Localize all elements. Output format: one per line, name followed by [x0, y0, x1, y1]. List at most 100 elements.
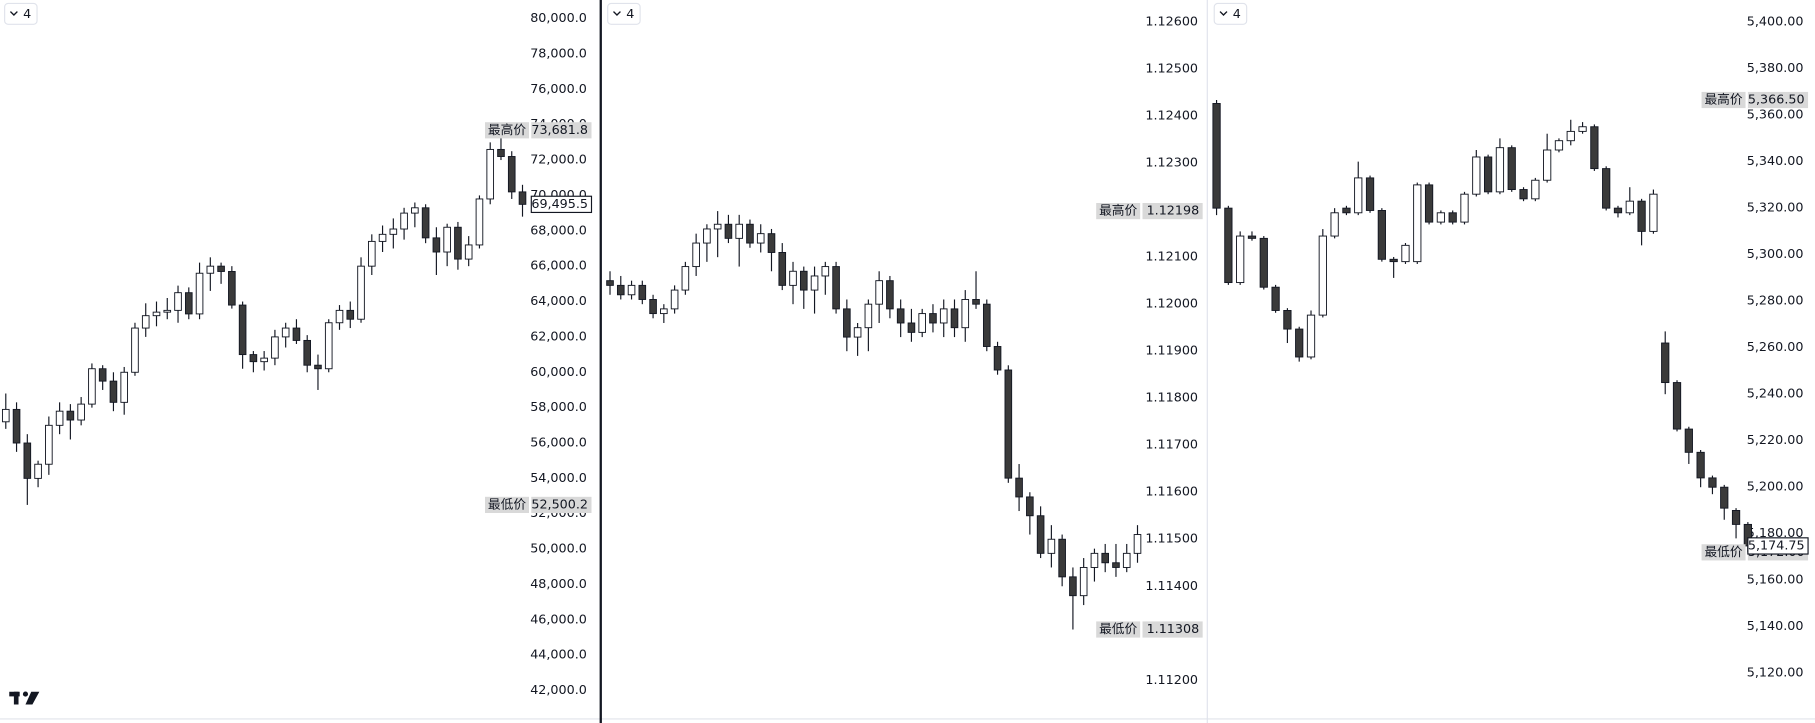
y-tick-label: 62,000.0: [530, 328, 587, 343]
y-tick-label: 50,000.0: [530, 541, 587, 556]
candle-body: [778, 252, 787, 286]
candle-body: [411, 207, 419, 214]
candle-body: [292, 327, 301, 341]
candle-body: [767, 233, 776, 253]
candle-body: [443, 226, 451, 253]
candle-body: [703, 228, 711, 244]
y-tick-label: 5,380.00: [1747, 60, 1804, 75]
low-marker-label: 最低价: [1704, 544, 1742, 559]
candle-body: [681, 266, 690, 291]
candle-body: [1271, 286, 1280, 311]
candle-body: [152, 311, 161, 317]
candle-body: [77, 403, 85, 421]
y-tick-label: 44,000.0: [530, 647, 587, 662]
y-tick-label: 5,280.00: [1747, 293, 1804, 308]
candle-body: [1424, 184, 1434, 223]
candle-body: [475, 198, 484, 246]
candle-body: [886, 280, 894, 310]
y-tick-label: 5,240.00: [1747, 386, 1804, 401]
interval-button[interactable]: 4: [607, 2, 641, 25]
low-marker-label-bg: [1701, 544, 1746, 561]
low-marker-label-bg: [485, 496, 529, 514]
candle-body: [1236, 235, 1245, 284]
candle-body: [141, 315, 150, 329]
candle-body: [1483, 156, 1493, 193]
candle-body: [1543, 149, 1552, 181]
candle-body: [1625, 200, 1634, 214]
candle-body: [206, 265, 215, 274]
interval-button[interactable]: 4: [1213, 2, 1248, 25]
candle-body: [1015, 477, 1023, 498]
candle-body: [1460, 193, 1469, 223]
y-tick-label: 78,000.0: [530, 45, 587, 60]
candle-body: [875, 280, 883, 305]
y-tick-label: 56,000.0: [530, 435, 587, 450]
candle-body: [735, 223, 743, 239]
low-marker-label: 最低价: [1099, 621, 1137, 636]
candle-body: [1578, 126, 1587, 132]
candle-body: [23, 442, 32, 479]
candle-body: [1354, 177, 1363, 214]
candle-body: [789, 270, 797, 286]
candle-body: [249, 354, 258, 363]
y-tick-label: 1.11900: [1145, 343, 1198, 358]
candle-body: [1079, 566, 1088, 597]
low-marker-label: 最低价: [488, 496, 526, 511]
high-marker-value: 73,681.8: [531, 122, 588, 137]
candle-body: [1731, 510, 1741, 525]
low-marker-value: 1.11308: [1147, 621, 1200, 636]
candle-body: [799, 270, 808, 291]
candle-body: [518, 191, 527, 205]
candle-body: [1318, 235, 1327, 316]
candle-body: [1212, 103, 1221, 209]
candle-body: [228, 271, 236, 306]
candle-body: [378, 233, 387, 242]
y-tick-label: 46,000.0: [530, 611, 587, 626]
candle-body: [324, 322, 333, 370]
candle-body: [638, 284, 647, 300]
candle-body: [464, 244, 473, 260]
candle-body: [131, 327, 139, 373]
candle-body: [939, 308, 948, 324]
candle-body: [692, 242, 700, 268]
candle-body: [1036, 515, 1045, 554]
candle-body: [649, 299, 657, 315]
candle-body: [400, 212, 408, 230]
y-tick-label: 1.11800: [1145, 390, 1198, 405]
candle-body: [1283, 310, 1292, 330]
candle-body: [271, 336, 279, 359]
candle-body: [1684, 428, 1693, 453]
y-tick-label: 54,000.0: [530, 470, 587, 485]
y-tick-label: 1.11500: [1145, 531, 1198, 546]
candle-body: [961, 299, 970, 329]
candle-body: [832, 266, 840, 310]
candle-body: [1566, 130, 1575, 142]
candle-body: [929, 313, 937, 324]
candle-body: [1133, 534, 1142, 554]
high-marker-value-bg: [531, 122, 592, 139]
candle-body: [346, 309, 355, 320]
high-marker-label-bg: [485, 122, 529, 139]
y-tick-label: 5,400.00: [1747, 14, 1804, 29]
candle-body: [1004, 369, 1013, 479]
interval-button-bg: [1213, 2, 1248, 25]
candle-body: [1026, 496, 1034, 517]
candle-body: [843, 308, 851, 338]
y-tick-label: 5,160.00: [1747, 572, 1804, 587]
interval-button[interactable]: 4: [4, 2, 38, 25]
y-tick-label: 1.11200: [1145, 672, 1198, 687]
y-tick-label: 5,320.00: [1747, 200, 1804, 215]
candle-body: [972, 299, 980, 305]
candle-body: [616, 284, 625, 296]
chevron-icon: [1219, 11, 1228, 17]
candle-body: [1259, 237, 1268, 288]
high-marker-label: 最高价: [488, 122, 526, 137]
candle-body: [853, 327, 862, 338]
high-marker-value-bg: [1142, 202, 1203, 220]
candle-body: [1613, 207, 1623, 214]
candle-body: [1069, 576, 1077, 597]
y-tick-label: 5,260.00: [1747, 339, 1804, 354]
candle-body: [55, 410, 64, 426]
